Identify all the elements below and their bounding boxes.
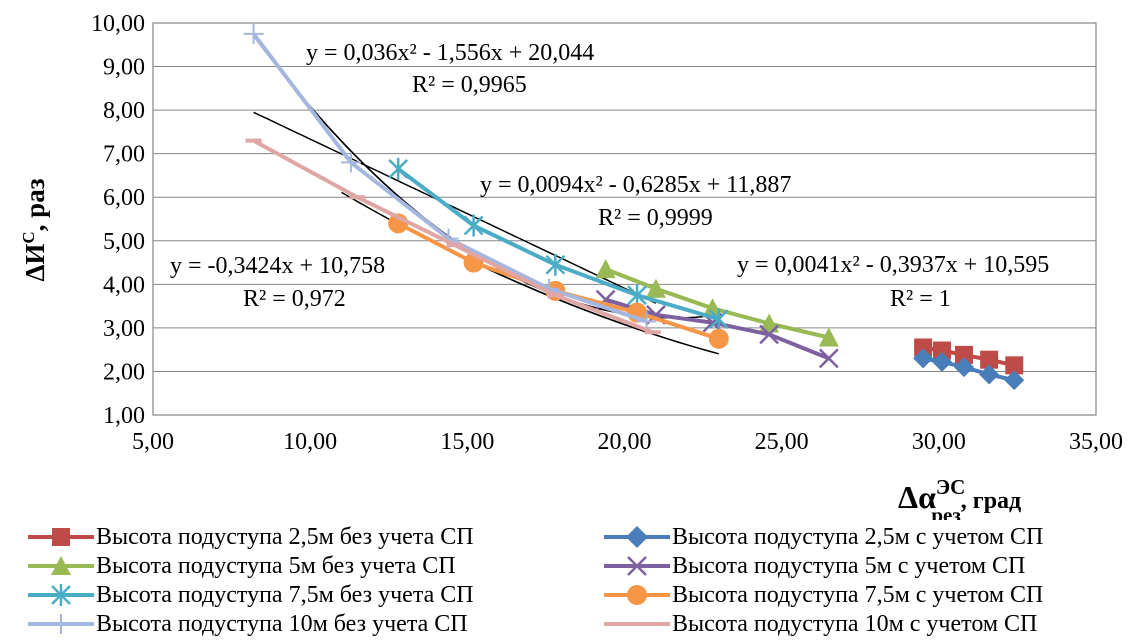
- y-tick-label: 1,00: [103, 403, 145, 429]
- y-tick-label: 4,00: [103, 272, 145, 298]
- data-point: [954, 345, 973, 364]
- x-marker-icon: [604, 556, 670, 576]
- legend-label: Высота подуступа 5м без учета СП: [96, 552, 456, 579]
- data-point: [914, 338, 933, 357]
- legend-label: Высота подуступа 10м без учета СП: [96, 610, 468, 637]
- data-point: [702, 298, 723, 318]
- circle-marker-icon: [604, 585, 670, 605]
- annotation-r2-4: R² = 0,972: [243, 286, 346, 312]
- series-group: [243, 23, 1025, 391]
- series: [388, 157, 729, 331]
- data-point: [980, 350, 999, 369]
- tick-labels: 1,00 2,00 3,00 4,00 5,00 6,00 7,00 8,00 9,00 10,0…: [91, 11, 1123, 455]
- x-tick-label: 5,00: [132, 429, 174, 455]
- data-point: [645, 278, 666, 298]
- chart-canvas: 1,00 2,00 3,00 4,00 5,00 6,00 7,00 8,00 9,00 10,0…: [19, 11, 1123, 520]
- data-point: [818, 348, 839, 369]
- legend-item-7.5m-without-sp: Высота подуступа 7,5м без учета СП: [28, 582, 474, 608]
- diamond-marker-icon: [604, 526, 670, 548]
- square-marker-icon: [28, 528, 94, 546]
- x-tick-label: 15,00: [440, 429, 494, 455]
- legend-label: Высота подуступа 5м с учетом СП: [672, 552, 1026, 579]
- annotation-eq-3: y = 0,0041x² - 0,3937x + 10,595: [737, 252, 1049, 278]
- annotation-r2-3: R² = 1: [890, 286, 951, 312]
- x-axis-label: ΔαЭС рез, град: [898, 475, 1021, 520]
- legend-item-2.5m-with-sp: Высота подуступа 2,5м с учетом СП: [604, 524, 1043, 550]
- dash-marker-icon: [604, 622, 670, 626]
- data-point: [595, 259, 616, 279]
- data-point: [979, 364, 1000, 385]
- legend-label: Высота подуступа 2,5м без учета СП: [96, 523, 474, 550]
- y-tick-label: 2,00: [103, 359, 145, 385]
- series: [914, 338, 1024, 375]
- x-tick-label: 10,00: [283, 429, 337, 455]
- legend-item-5m-without-sp: Высота подуступа 5м без учета СП: [28, 553, 456, 579]
- trendline: [253, 111, 657, 304]
- plus-marker-icon: [28, 614, 94, 634]
- data-point: [341, 152, 362, 173]
- x-tick-label: 30,00: [912, 429, 966, 455]
- legend-label: Высота подуступа 7,5м с учетом СП: [672, 581, 1044, 608]
- x-tick-label: 20,00: [598, 429, 652, 455]
- data-point: [243, 23, 264, 44]
- annotation-eq-1: y = 0,036x² - 1,556x + 20,044: [306, 40, 594, 66]
- annotation-r2-1: R² = 0,9965: [412, 72, 527, 98]
- annotation-eq-4: y = -0,3424x + 10,758: [170, 253, 385, 279]
- data-point: [913, 348, 934, 369]
- data-point: [818, 327, 839, 347]
- legend-item-10m-with-sp: Высота подуступа 10м с учетом СП: [604, 611, 1037, 637]
- legend-item-2.5m-without-sp: Высота подуступа 2,5м без учета СП: [28, 524, 474, 550]
- annotations: y = 0,036x² - 1,556x + 20,044 R² = 0,996…: [170, 40, 1049, 312]
- series: [913, 348, 1025, 391]
- star-marker-icon: [28, 584, 94, 606]
- y-tick-label: 7,00: [103, 142, 145, 168]
- data-point: [463, 214, 484, 237]
- data-point: [627, 284, 647, 307]
- data-point: [708, 308, 729, 331]
- x-tick-label: 25,00: [755, 429, 809, 455]
- data-point: [1004, 370, 1025, 391]
- legend-item-10m-without-sp: Высота подуступа 10м без учета СП: [28, 611, 468, 637]
- y-tick-label: 3,00: [103, 316, 145, 342]
- y-tick-label: 8,00: [103, 98, 145, 124]
- y-tick-label: 5,00: [103, 229, 145, 255]
- series: [245, 138, 661, 335]
- y-axis-label: ΔИС, раз: [19, 178, 50, 281]
- y-tick-label: 9,00: [103, 55, 145, 81]
- data-point: [759, 324, 779, 345]
- x-tick-label: 35,00: [1069, 429, 1123, 455]
- y-tick-label: 10,00: [91, 11, 145, 37]
- data-point: [953, 357, 974, 378]
- legend-item-7.5m-with-sp: Высота подуступа 7,5м с учетом СП: [604, 582, 1043, 608]
- legend-label: Высота подуступа 2,5м с учетом СП: [672, 523, 1044, 550]
- data-point: [545, 253, 566, 276]
- legend-label: Высота подуступа 7,5м без учета СП: [96, 581, 474, 608]
- annotation-r2-2: R² = 0,9999: [598, 205, 713, 231]
- plot-area: [152, 22, 1097, 416]
- data-point: [931, 351, 952, 372]
- legend-item-5m-with-sp: Высота подуступа 5м с учетом СП: [604, 553, 1025, 579]
- data-point: [932, 341, 951, 360]
- data-point: [1005, 356, 1024, 375]
- data-point: [708, 328, 729, 349]
- y-tick-label: 6,00: [103, 185, 145, 211]
- data-point: [388, 157, 409, 180]
- legend-label: Высота подуступа 10м с учетом СП: [672, 610, 1038, 637]
- triangle-marker-icon: [28, 556, 94, 575]
- annotation-eq-2: y = 0,0094x² - 0,6285x + 11,887: [480, 172, 791, 198]
